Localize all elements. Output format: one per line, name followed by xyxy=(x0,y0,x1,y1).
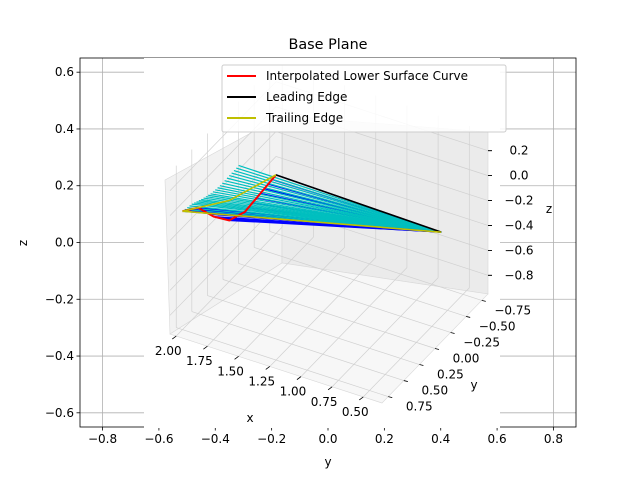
grid-3d-wall-z-a xyxy=(275,131,489,201)
grid-3d-wall-z-a xyxy=(275,156,489,226)
axis-3d-z-tick-label: 0.2 xyxy=(509,144,528,158)
outer-y-tick-label: −0.2 xyxy=(45,292,74,306)
axis-3d-x-tick-label: 2.00 xyxy=(155,344,182,358)
outer-y-tick-label: 0.6 xyxy=(55,65,74,79)
axis-3d-y-tick-mark xyxy=(434,348,440,350)
axis-3d-x-label: x xyxy=(246,411,253,425)
grid-3d-floor-y xyxy=(176,327,389,397)
axis-3d-x-tick-label: 1.75 xyxy=(186,354,213,368)
axis-3d-z-tick-label: −0.6 xyxy=(504,243,533,257)
axis-3d-y-tick-mark xyxy=(419,364,424,366)
outer-x-tick-label: −0.2 xyxy=(257,432,286,446)
axis-3d-x-tick-mark xyxy=(265,366,271,370)
legend-label: Leading Edge xyxy=(266,90,347,104)
legend-label: Interpolated Lower Surface Curve xyxy=(266,69,468,83)
axis-3d-y-tick-mark xyxy=(388,396,393,398)
axis-3d-z-tick-label: 0.0 xyxy=(509,169,528,183)
axis-3d-y-tick-label: 0.75 xyxy=(406,400,433,414)
axis-3d-z-tick-label: −0.4 xyxy=(504,218,533,232)
axis-3d-y-tick-label: 0.50 xyxy=(421,384,448,398)
outer-x-ticks: −0.8 −0.6 −0.4 −0.2 0.0 0.2 0.4 0.6 0.8 xyxy=(88,427,563,446)
legend: Interpolated Lower Surface Curve Leading … xyxy=(221,64,507,133)
outer-y-tick-label: 0.0 xyxy=(55,236,74,250)
axis-3d-y-tick-mark xyxy=(450,332,455,334)
legend-label: Trailing Edge xyxy=(265,111,343,125)
axis-3d-y-tick-label: 0.25 xyxy=(437,368,464,382)
outer-y-tick-label: 0.2 xyxy=(55,179,74,193)
axis-3d-x-tick-mark xyxy=(359,396,364,401)
axis-3d-x-tick-label: 1.50 xyxy=(217,364,244,378)
legend-frame xyxy=(221,64,507,133)
outer-y-tick-label: −0.4 xyxy=(45,349,74,363)
outer-y-ticks: −0.6 −0.4 −0.2 0.0 0.2 0.4 0.6 xyxy=(45,65,80,420)
outer-x-tick-label: −0.6 xyxy=(144,432,173,446)
axis-3d-z-label: z xyxy=(546,202,552,216)
grid-3d-floor-y xyxy=(269,231,482,301)
axis-3d-z-tick-label: −0.2 xyxy=(504,194,533,208)
grid-3d-floor-y xyxy=(238,263,451,333)
outer-y-tick-label: 0.4 xyxy=(55,122,74,136)
outer-x-tick-label: 0.2 xyxy=(375,432,394,446)
axis-3d-y-tick-mark xyxy=(403,380,408,382)
grid-3d-floor-y xyxy=(254,247,467,317)
grid-3d-floor-y xyxy=(207,295,420,365)
outer-y-axis-label: z xyxy=(16,240,30,246)
grid-3d-wall-z-b xyxy=(169,206,277,316)
legend-entries: Interpolated Lower Surface Curve Leading … xyxy=(227,69,468,125)
chart-title: Base Plane xyxy=(288,37,367,53)
outer-y-tick-label: −0.6 xyxy=(45,406,74,420)
outer-x-tick-label: 0.8 xyxy=(544,432,563,446)
outer-x-tick-label: −0.8 xyxy=(88,432,117,446)
axis-3d-y-tick-label: −0.25 xyxy=(463,335,500,349)
outer-x-tick-label: −0.4 xyxy=(201,432,230,446)
outer-x-axis-label: y xyxy=(324,455,331,469)
data-series xyxy=(182,174,442,233)
axis-3d-x-tick-mark xyxy=(234,356,239,360)
grid-3d-floor-y xyxy=(222,279,436,349)
axis-3d-x-tick-label: 1.00 xyxy=(280,385,307,399)
grid-3d-floor-y xyxy=(191,311,404,381)
axes-3d-ticks: 0.50 0.75 1.00 1.25 1.50 1.75 2.00 −0.75 −0.50 −0… xyxy=(155,144,534,419)
axis-3d-x-tick-label: 0.50 xyxy=(342,405,369,419)
axis-3d-x-tick-mark xyxy=(171,335,177,340)
axis-3d-y-tick-mark xyxy=(466,316,471,318)
axis-3d-y-tick-mark xyxy=(481,300,486,302)
axis-3d-x-tick-label: 0.75 xyxy=(311,395,338,409)
axis-3d-x-tick-mark xyxy=(296,376,302,380)
axis-3d-x-tick-label: 1.25 xyxy=(248,374,275,388)
series-line-leading-edge xyxy=(275,174,442,233)
outer-x-tick-label: 0.0 xyxy=(318,432,337,446)
axis-3d-y-label: y xyxy=(470,378,477,392)
axis-3d-y-tick-label: 0.00 xyxy=(453,352,480,366)
axis-3d-x-tick-mark xyxy=(327,386,333,391)
axis-3d-y-tick-label: −0.75 xyxy=(494,303,531,317)
series-line-trailing-edge xyxy=(182,174,442,233)
axis-3d-z-tick-label: −0.8 xyxy=(504,268,533,282)
outer-x-tick-label: 0.4 xyxy=(431,432,450,446)
axis-3d-y-tick-label: −0.50 xyxy=(479,319,516,333)
outer-x-tick-label: 0.6 xyxy=(488,432,507,446)
axis-3d-x-tick-mark xyxy=(203,345,208,350)
